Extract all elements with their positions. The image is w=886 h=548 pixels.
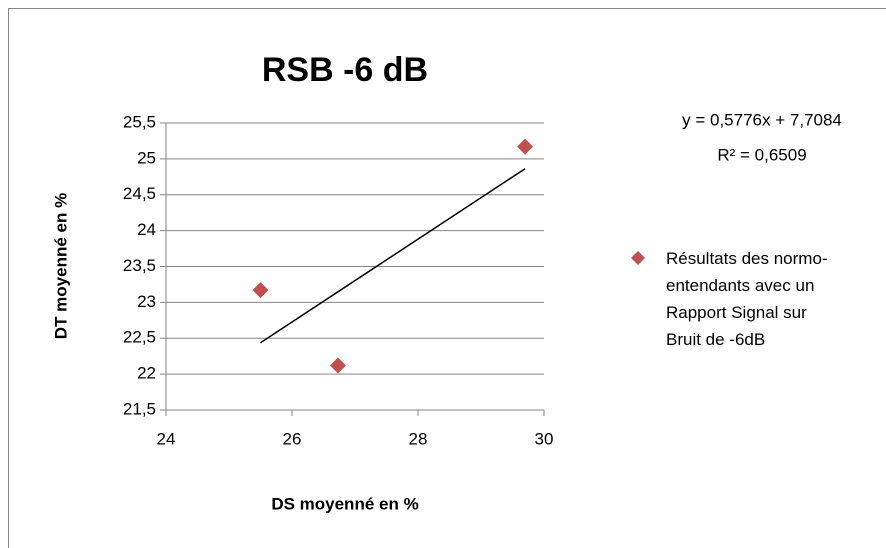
point — [329, 357, 346, 374]
legend-label: Résultats des normo-entendants avec un R… — [666, 249, 828, 349]
chart-title: RSB -6 dB — [262, 51, 428, 89]
y-tick-label: 23 — [137, 292, 156, 311]
y-tick-label: 25 — [137, 148, 156, 167]
x-tick-label: 30 — [535, 429, 554, 448]
y-axis-label: DT moyenné en % — [51, 193, 70, 339]
y-tick-label: 25,5 — [123, 112, 156, 131]
chart-border — [8, 8, 886, 548]
y-tick-label: 22 — [137, 364, 156, 383]
y-tick-label: 22,5 — [123, 328, 156, 347]
trendline — [260, 168, 526, 344]
y-tick-label: 24,5 — [123, 184, 156, 203]
x-tick-label: 26 — [283, 429, 302, 448]
point — [517, 138, 534, 155]
legend-marker — [631, 251, 645, 265]
x-axis-label: DS moyenné en % — [271, 494, 418, 513]
x-tick-label: 28 — [409, 429, 428, 448]
x-tick-label: 24 — [157, 429, 176, 448]
y-tick-label: 21,5 — [123, 399, 156, 418]
y-tick-label: 24 — [137, 220, 156, 239]
trendline-r2: R² = 0,6509 — [717, 145, 806, 164]
point — [252, 282, 269, 299]
trendline-equation: y = 0,5776x + 7,7084 — [682, 110, 842, 129]
y-tick-label: 23,5 — [123, 256, 156, 275]
